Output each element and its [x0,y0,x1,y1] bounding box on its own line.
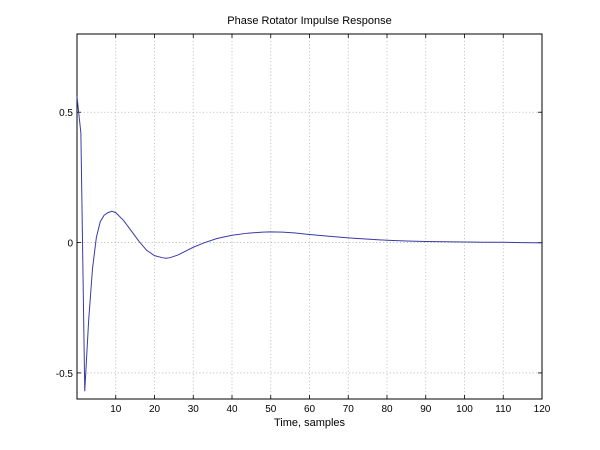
x-tick-label: 80 [381,404,393,415]
x-tick-label: 100 [456,404,473,415]
x-tick-label: 70 [343,404,355,415]
y-tick-label: 0.5 [59,108,73,119]
x-tick-label: 10 [110,404,122,415]
x-tick-label: 20 [149,404,161,415]
x-tick-label: 30 [188,404,200,415]
axis-ticks: 10 20 30 40 50 60 70 80 90 100 110 120 -0.5 0 0.5 [56,34,551,415]
x-tick-label: 110 [495,404,511,415]
x-tick-label: 120 [534,404,551,415]
chart-title: Phase Rotator Impulse Response [227,15,391,27]
series-line [76,96,543,392]
x-tick-label: 40 [226,404,238,415]
y-tick-label: -0.5 [56,369,74,380]
y-tick-label: 0 [67,239,73,250]
x-tick-label: 50 [265,404,277,415]
x-tick-label: 60 [304,404,316,415]
series-group [76,96,543,392]
x-axis-label: Time, samples [274,417,346,429]
x-tick-label: 90 [420,404,432,415]
